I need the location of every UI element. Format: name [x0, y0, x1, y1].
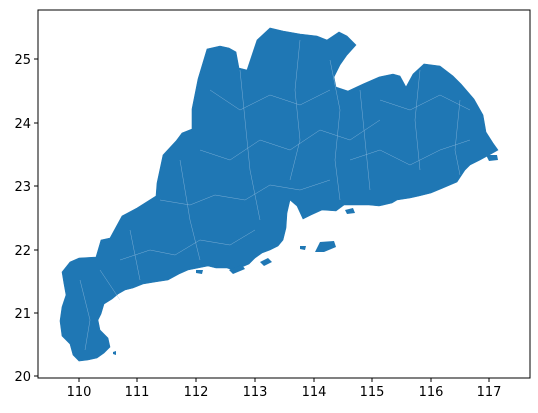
y-tick-label: 20: [14, 370, 31, 385]
y-tick-label: 23: [14, 180, 31, 195]
y-tick: 21: [14, 307, 38, 322]
x-tick-label: 112: [184, 385, 209, 400]
island-shape: [300, 246, 306, 250]
x-tick: 114: [302, 378, 327, 400]
x-axis: 110 111 112 113 114 115 116 117: [67, 378, 502, 400]
y-tick: 20: [14, 370, 38, 385]
region-map: [59, 27, 499, 362]
x-tick: 116: [419, 378, 444, 400]
x-tick-label: 113: [243, 385, 268, 400]
x-tick-label: 111: [125, 385, 150, 400]
x-tick: 113: [243, 378, 268, 400]
x-tick-label: 117: [477, 385, 502, 400]
y-tick: 23: [14, 180, 38, 195]
island-shape: [345, 208, 355, 214]
y-tick-label: 22: [14, 244, 31, 259]
y-tick-label: 24: [14, 117, 31, 132]
island-shape: [315, 241, 336, 252]
y-tick-label: 25: [14, 53, 31, 68]
x-tick-label: 110: [67, 385, 92, 400]
y-tick: 24: [14, 117, 38, 132]
island-shape: [113, 351, 116, 355]
x-tick: 117: [477, 378, 502, 400]
island-shape: [486, 155, 498, 161]
x-tick-label: 114: [302, 385, 327, 400]
island-shape: [260, 258, 272, 266]
internal-boundaries: [79, 39, 471, 351]
x-tick: 112: [184, 378, 209, 400]
y-tick: 25: [14, 53, 38, 68]
island-shape: [196, 270, 203, 274]
x-tick: 115: [360, 378, 385, 400]
x-tick: 110: [67, 378, 92, 400]
y-tick: 22: [14, 244, 38, 259]
island-shape: [229, 265, 245, 274]
x-tick-label: 115: [360, 385, 385, 400]
x-tick: 111: [125, 378, 150, 400]
x-tick-label: 116: [419, 385, 444, 400]
y-tick-label: 21: [14, 307, 31, 322]
y-axis: 20 21 22 23 24 25: [14, 53, 38, 385]
mainland-shape: [59, 27, 499, 362]
